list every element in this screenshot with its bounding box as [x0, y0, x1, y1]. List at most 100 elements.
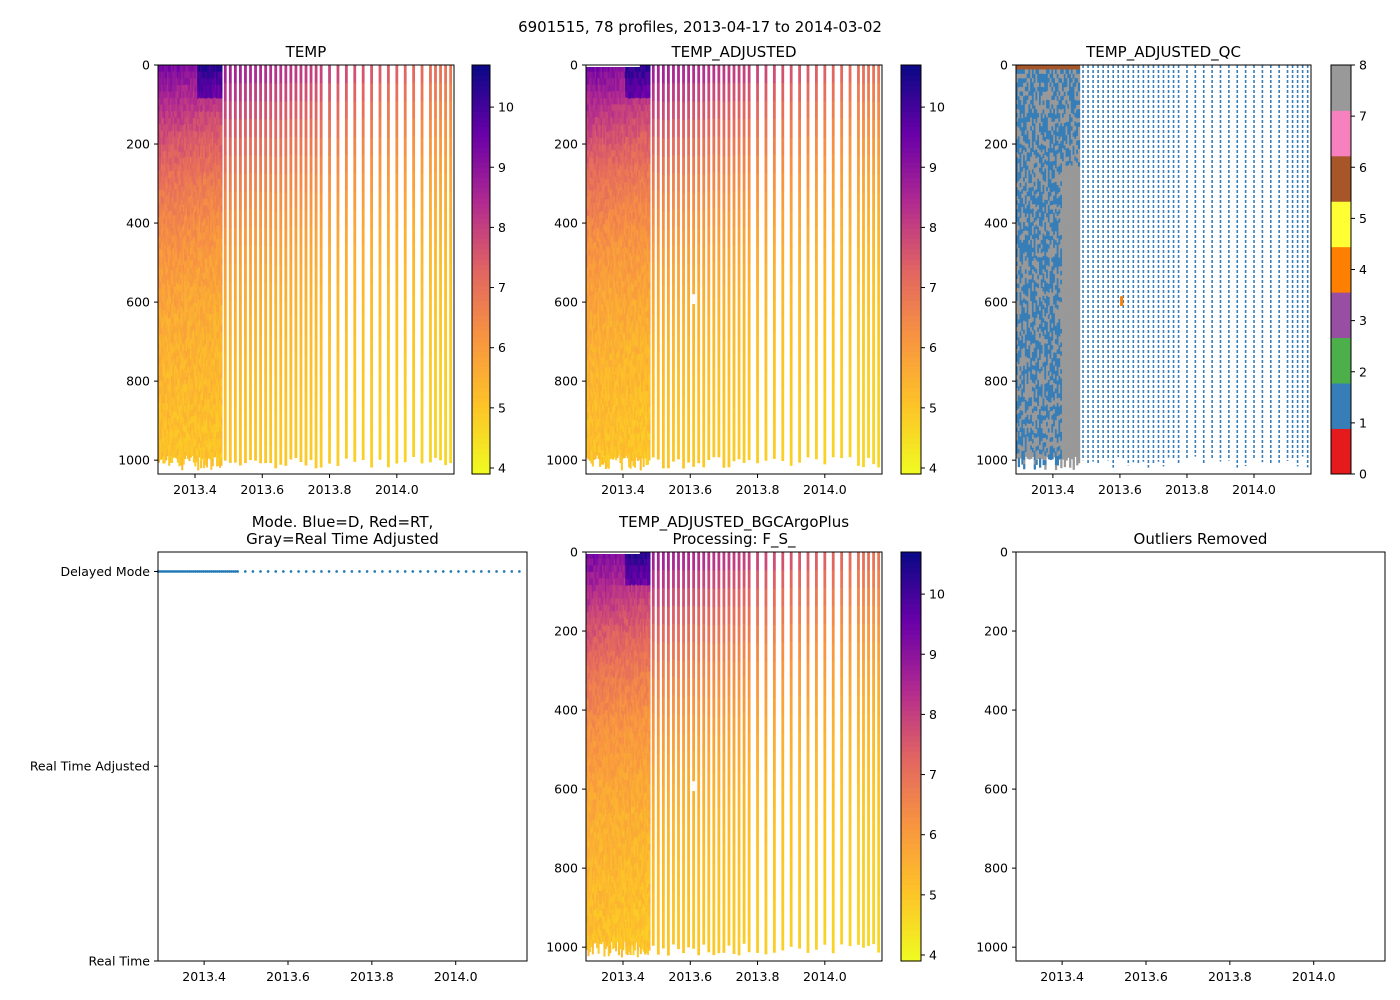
profile-cell [169, 184, 172, 192]
profile-cell [165, 387, 168, 395]
profile-cell [168, 358, 171, 366]
profile-cell [175, 156, 178, 164]
profile-cell [191, 403, 194, 411]
profile-cell [195, 131, 198, 139]
profile-cell [198, 299, 201, 308]
profile-line [249, 387, 252, 407]
profile-line [228, 372, 232, 391]
profile-cell [616, 235, 619, 243]
profile-cell [175, 359, 178, 367]
profile-cell [588, 414, 591, 422]
profile-cell [165, 315, 168, 323]
profile-cell [197, 442, 200, 451]
profile-cell [216, 265, 219, 273]
profile-cell [609, 229, 612, 237]
profile-line [444, 428, 447, 447]
profile-cell [586, 97, 589, 105]
profile-cell [171, 197, 174, 205]
profile-cell [168, 458, 171, 466]
profile-cell [178, 178, 181, 186]
profile-cell [604, 387, 607, 396]
profile-cell [208, 360, 211, 368]
profile-cell [173, 143, 177, 151]
profile-cell [606, 71, 609, 79]
profile-cell [612, 235, 615, 243]
profile-cell [179, 398, 182, 406]
profile-cell [591, 98, 594, 106]
profile-cell [163, 343, 166, 351]
colorbar-step [472, 325, 490, 332]
profile-line [314, 431, 318, 450]
profile-line [336, 410, 340, 430]
profile-line [259, 137, 262, 156]
profile-cell [220, 411, 223, 420]
profile-line [429, 353, 432, 373]
profile-cell [208, 150, 211, 158]
profile-line [444, 337, 447, 357]
profile-cell [586, 313, 589, 321]
profile-cell [603, 71, 606, 79]
profile-cell [182, 171, 185, 179]
profile-cell [198, 110, 201, 118]
colorbar-step [472, 259, 490, 265]
profile-cell [204, 417, 207, 426]
profile-cell [207, 78, 210, 86]
profile-cell [181, 408, 184, 417]
profile-line [378, 244, 382, 263]
profile-cell [173, 437, 177, 445]
profile-cell [166, 136, 169, 144]
profile-cell [615, 301, 618, 309]
profile-cell [195, 250, 198, 258]
profile-line [395, 155, 399, 175]
profile-cell [185, 312, 188, 320]
profile-cell [176, 210, 179, 218]
profile-cell [169, 389, 172, 397]
profile-line [444, 373, 447, 393]
profile-line [319, 83, 323, 103]
profile-cell [200, 380, 203, 388]
profile-line [395, 390, 399, 410]
profile-cell [173, 273, 177, 282]
profile-cell [609, 274, 612, 283]
profile-cell [201, 196, 204, 204]
profile-cell [207, 150, 210, 158]
profile-cell [189, 117, 193, 125]
profile-line [378, 65, 382, 84]
profile-cell [219, 359, 222, 368]
profile-cell [178, 171, 181, 180]
profile-cell [192, 263, 195, 271]
profile-cell [185, 396, 188, 404]
profile-line [444, 173, 447, 193]
profile-cell [181, 301, 184, 309]
profile-line [228, 227, 232, 247]
profile-cell [168, 78, 171, 86]
profile-line [444, 355, 447, 375]
profile-cell [619, 204, 622, 212]
profile-line [254, 190, 257, 210]
profile-cell [184, 360, 187, 368]
profile-cell [619, 177, 622, 185]
profile-line [304, 446, 308, 466]
profile-cell [213, 130, 216, 138]
profile-cell [604, 259, 607, 268]
profile-cell [607, 387, 610, 395]
profile-cell [214, 78, 217, 86]
profile-cell [604, 367, 607, 375]
profile-cell [597, 373, 600, 381]
profile-cell [162, 177, 165, 186]
profile-line [403, 155, 407, 174]
profile-cell [220, 91, 223, 99]
profile-cell [615, 446, 618, 454]
profile-cell [173, 91, 177, 99]
profile-line [361, 387, 365, 407]
profile-cell [159, 203, 162, 211]
profile-cell [604, 448, 607, 456]
profile-cell [214, 182, 217, 190]
profile-cell [617, 266, 621, 274]
profile-cell [176, 256, 179, 265]
profile-line [304, 337, 308, 357]
profile-cell [599, 426, 602, 434]
profile-line [328, 264, 331, 283]
profile-line [429, 83, 432, 102]
profile-cell [165, 328, 168, 336]
